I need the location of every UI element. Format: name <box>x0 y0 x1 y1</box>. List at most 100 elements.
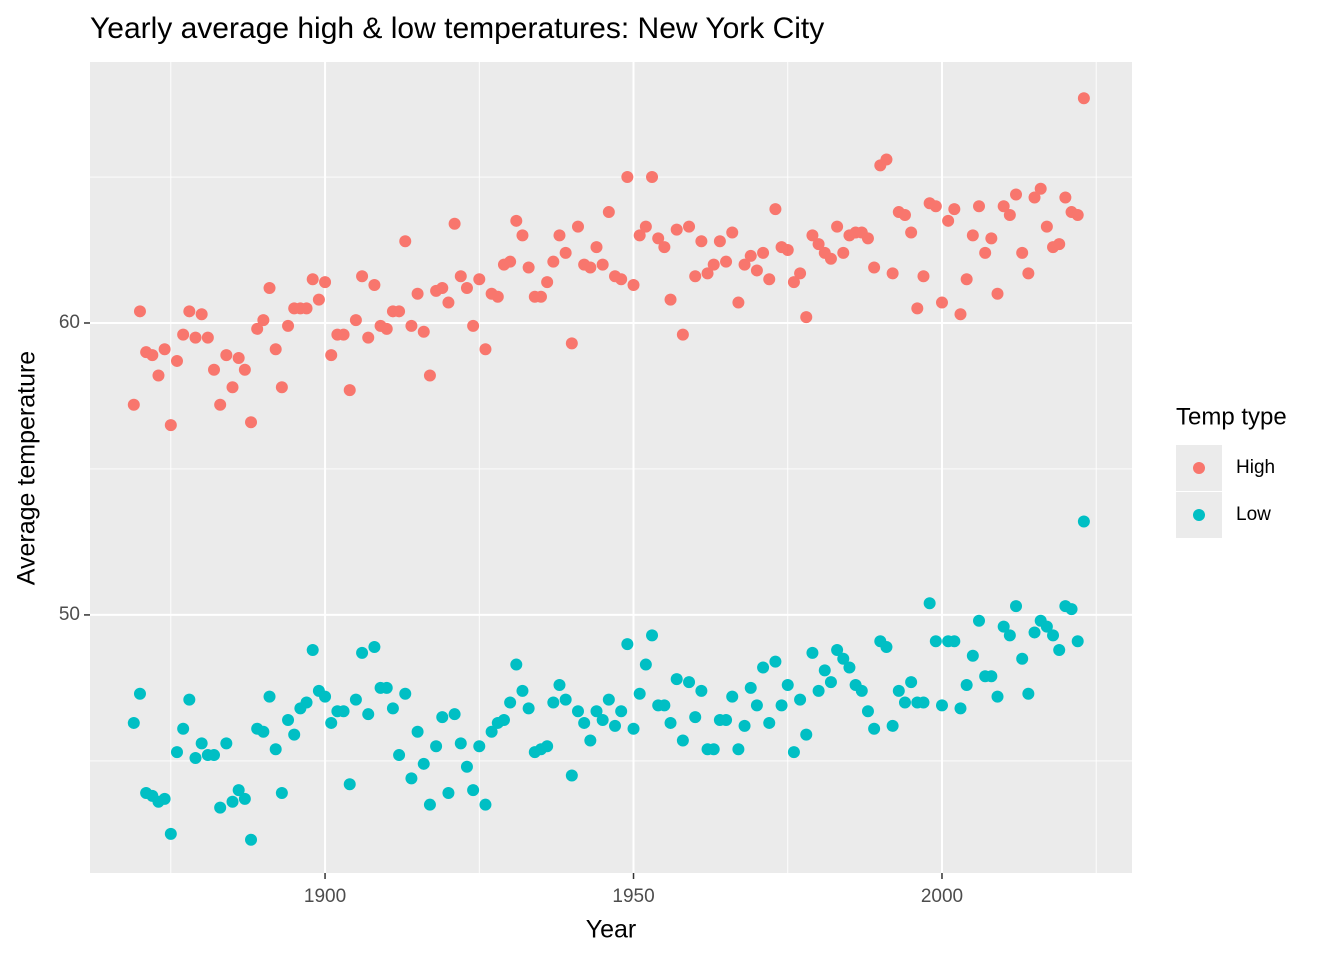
data-point <box>491 290 504 303</box>
data-point <box>1016 246 1029 259</box>
data-point <box>621 171 634 184</box>
data-point <box>948 203 961 216</box>
data-point <box>652 232 665 245</box>
data-point <box>497 714 510 727</box>
data-point <box>208 363 221 376</box>
data-point <box>195 308 208 321</box>
data-point <box>442 296 455 309</box>
data-point <box>177 328 190 341</box>
data-point <box>744 681 757 694</box>
data-point <box>362 708 375 721</box>
data-point <box>1047 629 1060 642</box>
data-point <box>263 690 276 703</box>
data-point <box>177 722 190 735</box>
data-point <box>1003 629 1016 642</box>
data-point <box>553 229 566 242</box>
data-point <box>220 349 233 362</box>
data-point <box>997 620 1010 633</box>
data-point <box>781 678 794 691</box>
data-point <box>726 690 739 703</box>
data-point <box>158 343 171 356</box>
data-point <box>1053 643 1066 656</box>
data-point <box>633 229 646 242</box>
data-point <box>571 220 584 233</box>
data-point <box>423 798 436 811</box>
data-point <box>868 261 881 274</box>
data-point <box>905 676 918 689</box>
data-point <box>615 705 628 718</box>
data-point <box>380 681 393 694</box>
data-point <box>750 264 763 277</box>
data-point <box>590 241 603 254</box>
data-point <box>232 784 245 797</box>
data-point <box>917 696 930 709</box>
data-point <box>1022 687 1035 700</box>
data-point <box>689 270 702 283</box>
data-point <box>319 690 332 703</box>
data-point <box>676 734 689 747</box>
data-point <box>170 746 183 759</box>
data-point <box>349 314 362 327</box>
data-point <box>1034 182 1047 195</box>
data-point <box>282 319 295 332</box>
data-point <box>966 649 979 662</box>
data-point <box>454 270 467 283</box>
data-point <box>269 343 282 356</box>
data-point <box>460 760 473 773</box>
data-point <box>275 787 288 800</box>
data-point <box>942 214 955 227</box>
data-point <box>275 381 288 394</box>
data-point <box>917 270 930 283</box>
data-point <box>269 743 282 756</box>
data-point <box>929 200 942 213</box>
data-point <box>911 302 924 315</box>
legend-swatch <box>1193 509 1205 521</box>
data-point <box>744 249 757 262</box>
data-point <box>152 369 165 382</box>
data-point <box>824 676 837 689</box>
data-point <box>460 281 473 294</box>
data-point <box>1065 603 1078 616</box>
data-point <box>380 322 393 335</box>
data-point <box>991 690 1004 703</box>
data-point <box>738 719 751 732</box>
data-point <box>646 171 659 184</box>
data-point <box>356 646 369 659</box>
data-point <box>356 270 369 283</box>
data-point <box>522 702 535 715</box>
data-point <box>973 614 986 627</box>
data-point <box>664 293 677 306</box>
data-point <box>325 716 338 729</box>
legend-title: Temp type <box>1176 403 1287 430</box>
data-point <box>602 206 615 219</box>
data-point <box>769 203 782 216</box>
data-point <box>732 296 745 309</box>
data-point <box>393 749 406 762</box>
data-point <box>800 311 813 324</box>
data-point <box>559 693 572 706</box>
data-point <box>966 229 979 242</box>
y-axis-title: Average temperature <box>13 351 41 585</box>
data-point <box>843 661 856 674</box>
data-point <box>127 398 140 411</box>
data-point <box>929 635 942 648</box>
data-point <box>960 678 973 691</box>
data-point <box>288 728 301 741</box>
data-point <box>689 711 702 724</box>
data-point <box>349 693 362 706</box>
data-point <box>905 226 918 239</box>
data-point <box>1040 620 1053 633</box>
data-point <box>479 343 492 356</box>
data-point <box>516 684 529 697</box>
data-point <box>1077 515 1090 528</box>
data-point <box>257 314 270 327</box>
data-point <box>787 276 800 289</box>
legend-label: High <box>1236 457 1275 478</box>
data-point <box>861 232 874 245</box>
data-point <box>226 795 239 808</box>
data-point <box>602 693 615 706</box>
data-point <box>985 670 998 683</box>
data-point <box>565 769 578 782</box>
data-point <box>794 267 807 280</box>
data-point <box>300 302 313 315</box>
